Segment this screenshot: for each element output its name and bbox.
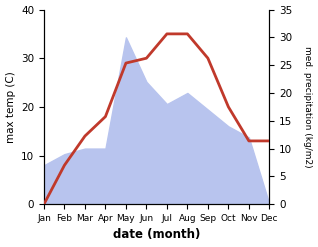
X-axis label: date (month): date (month) xyxy=(113,228,200,242)
Y-axis label: med. precipitation (kg/m2): med. precipitation (kg/m2) xyxy=(303,46,313,168)
Y-axis label: max temp (C): max temp (C) xyxy=(5,71,16,143)
